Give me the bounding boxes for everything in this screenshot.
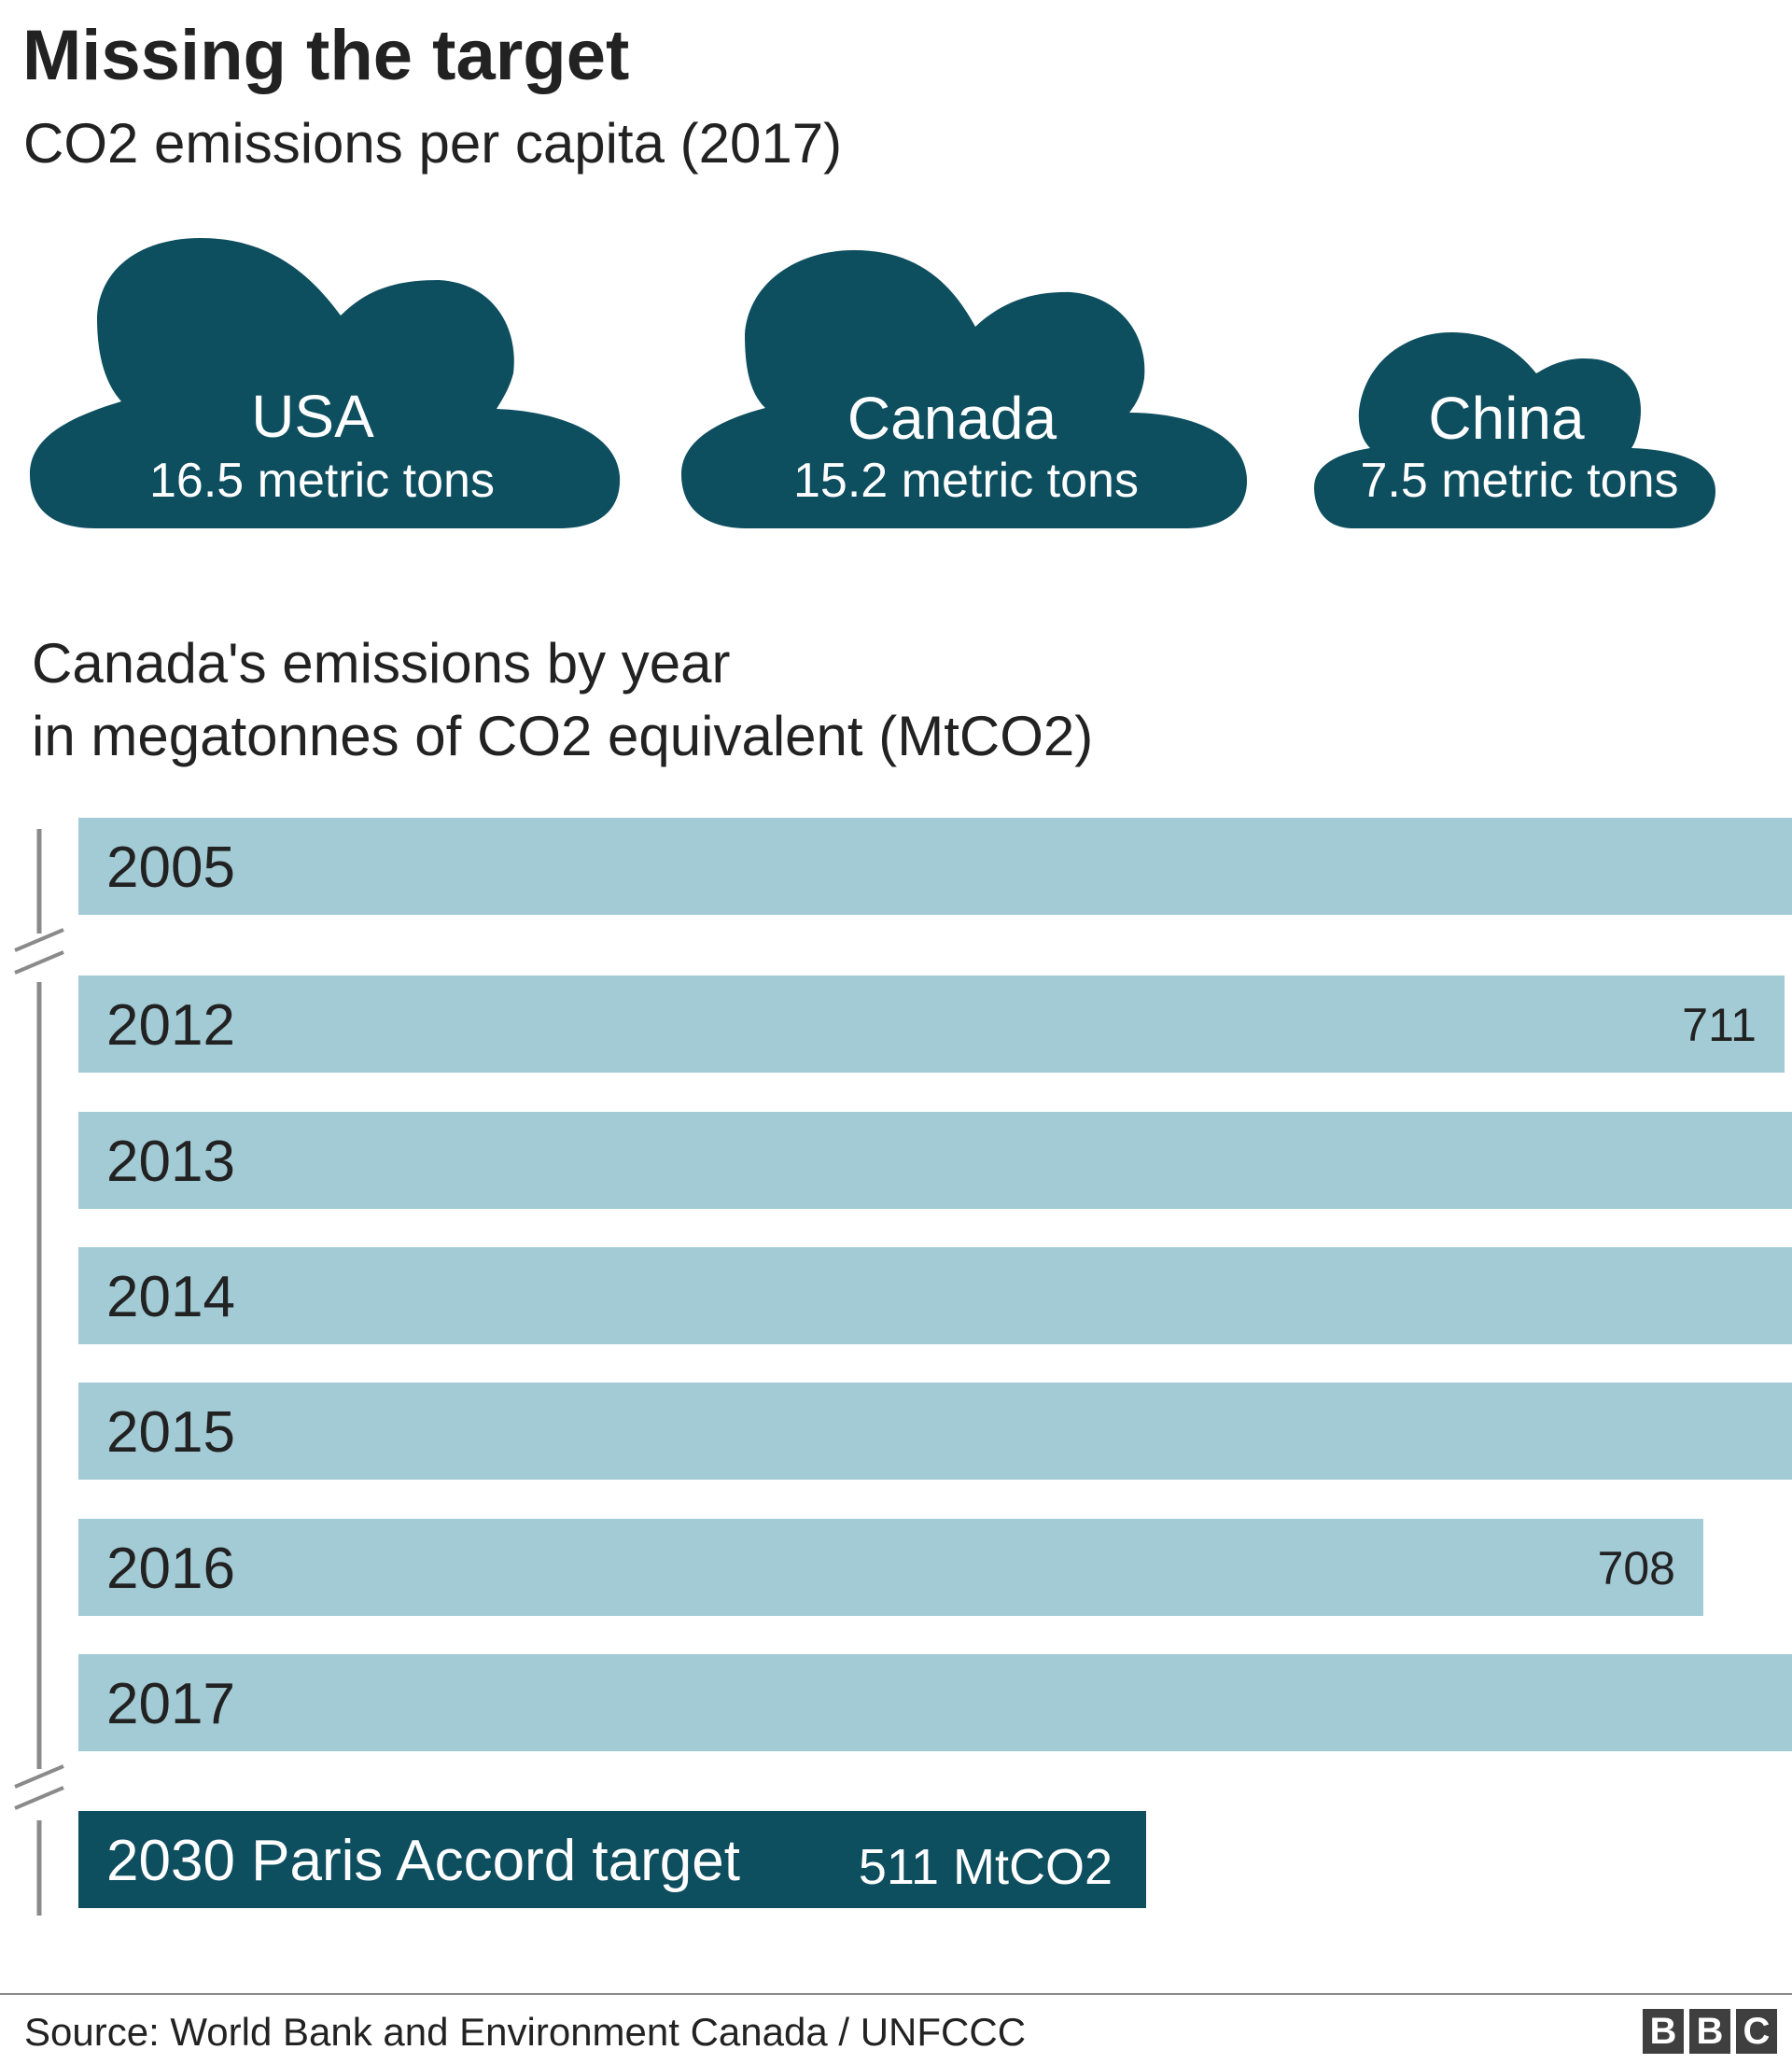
cloud-icon	[30, 238, 621, 528]
bar-value-label: 711	[1682, 999, 1757, 1051]
per-capita-clouds: USA 16.5 metric tons Canada 15.2 metric …	[30, 238, 1715, 528]
cloud-china: China 7.5 metric tons	[1314, 332, 1715, 528]
logo-letter: B	[1643, 2009, 1684, 2054]
target-bar-value-label: 511 MtCO2	[859, 1839, 1113, 1895]
bar-chart-subtitle: in megatonnes of CO2 equivalent (MtCO2)	[32, 705, 1094, 767]
logo-letter: B	[1689, 2009, 1730, 2054]
logo-letter: C	[1736, 2009, 1777, 2054]
chart-title: Missing the target	[22, 16, 630, 95]
bar-category-label: 2017	[106, 1672, 235, 1736]
cloud-country-label: Canada	[847, 385, 1057, 452]
bar-2013	[78, 1112, 1792, 1209]
bar-2014	[78, 1247, 1792, 1344]
cloud-country-label: China	[1428, 385, 1585, 452]
bar-2012	[78, 976, 1785, 1073]
bar-chart-heading: Canada's emissions by year in megatonnes…	[32, 627, 1093, 773]
bar-2016	[78, 1519, 1703, 1616]
bar-chart-title: Canada's emissions by year	[32, 632, 731, 695]
bar-2005	[78, 818, 1792, 915]
bar-category-label: 2014	[106, 1265, 235, 1329]
target-bar-label: 2030 Paris Accord target	[106, 1829, 740, 1893]
chart-subtitle: CO2 emissions per capita (2017)	[23, 112, 843, 175]
bar-category-label: 2013	[106, 1130, 235, 1194]
axis-break-mark	[14, 1764, 64, 1789]
cloud-value-label: 16.5 metric tons	[149, 454, 495, 508]
bar-category-label: 2005	[106, 835, 235, 900]
bar-category-label: 2016	[106, 1537, 235, 1601]
axis-break-mark	[14, 950, 64, 975]
cloud-usa: USA 16.5 metric tons	[30, 238, 621, 528]
source-note: Source: World Bank and Environment Canad…	[24, 2010, 1027, 2054]
bbc-logo: B B C	[1643, 2009, 1777, 2054]
bar-category-label: 2015	[106, 1400, 235, 1465]
target-bar	[78, 1811, 1146, 1908]
bar-2017	[78, 1654, 1792, 1751]
axis-break-mark	[14, 928, 64, 952]
cloud-country-label: USA	[251, 383, 374, 450]
footer-divider	[0, 1993, 1792, 1995]
cloud-value-label: 7.5 metric tons	[1360, 454, 1678, 508]
cloud-canada: Canada 15.2 metric tons	[681, 250, 1247, 528]
bar-value-label: 708	[1598, 1542, 1675, 1594]
axis-break-mark	[14, 1786, 64, 1810]
cloud-value-label: 15.2 metric tons	[793, 454, 1139, 508]
bar-2015	[78, 1383, 1792, 1480]
bar-category-label: 2012	[106, 993, 235, 1058]
cloud-icon	[1314, 332, 1715, 528]
cloud-icon	[681, 250, 1247, 528]
